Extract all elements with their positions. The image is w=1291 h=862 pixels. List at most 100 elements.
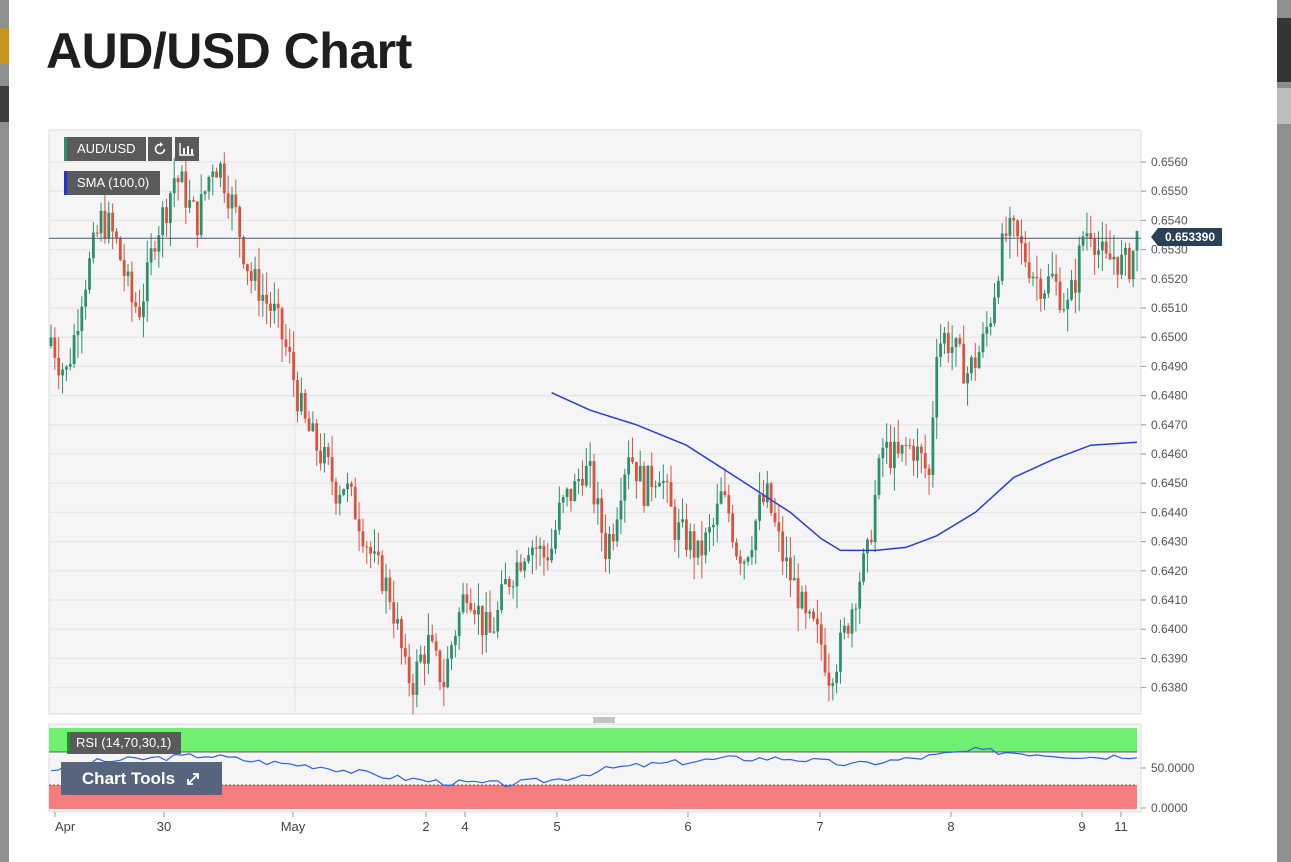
candle-body (1073, 280, 1077, 293)
candle-body (762, 494, 765, 503)
candle-body (650, 465, 654, 487)
price-plot-area[interactable] (48, 129, 1142, 715)
candle-body (588, 461, 592, 466)
candle-body (1043, 293, 1046, 299)
candle-body (53, 337, 57, 358)
time-tick-label: 9 (1078, 819, 1085, 834)
candle-body (519, 562, 523, 571)
candle-body (91, 232, 95, 259)
candle-body (565, 488, 569, 498)
candle-body (627, 457, 631, 475)
candle-body (311, 423, 315, 432)
candle-body (184, 171, 188, 208)
candle-body (973, 357, 977, 368)
candle-body (1077, 245, 1081, 293)
candle-body (842, 625, 846, 633)
candle-body (946, 332, 950, 354)
candle-body (465, 594, 469, 603)
candle-body (230, 194, 234, 209)
candle-body (765, 483, 769, 503)
candle-body (203, 191, 207, 195)
candle-body (1016, 220, 1020, 237)
right-backdrop-tab (1277, 18, 1291, 82)
candle-body (827, 672, 831, 686)
time-tick-label: 5 (553, 819, 560, 834)
candle-body (149, 248, 153, 263)
price-tick-label: 0.6460 (1151, 447, 1188, 461)
price-chart[interactable]: 0.6560 0.6550 0.6540 0.6530 0.6520 0.6510 0.65… (9, 0, 1277, 862)
candle-body (943, 332, 946, 344)
candle-body (769, 483, 773, 513)
candle-body (76, 331, 80, 336)
candle-body (427, 634, 430, 664)
candle-body (307, 418, 311, 432)
candle-body (330, 457, 334, 482)
candle-body (642, 465, 646, 506)
price-tick-label: 0.6530 (1151, 243, 1188, 257)
candle-body (854, 608, 858, 610)
price-axis: 0.6560 0.6550 0.6540 0.6530 0.6520 0.6510 0.65… (1141, 155, 1188, 695)
candle-body (989, 323, 993, 327)
candle-body (704, 532, 708, 556)
candle-body (904, 445, 908, 447)
candle-body (1027, 262, 1031, 279)
candle-body (950, 347, 954, 354)
candle-body (400, 619, 403, 649)
candle-body (457, 612, 461, 636)
bar-chart-button[interactable] (175, 137, 199, 161)
sma-label[interactable]: SMA (100,0) (64, 171, 160, 195)
chart-tools-button[interactable]: Chart Tools (61, 762, 222, 795)
rsi-axis: 50.0000 0.0000 (1141, 761, 1195, 815)
candle-body (1135, 231, 1139, 251)
candle-body (858, 581, 862, 609)
candle-body (873, 495, 877, 543)
candle-body (299, 393, 303, 412)
candle-body (1104, 241, 1108, 254)
chart-tools-label: Chart Tools (81, 768, 176, 788)
price-tick-label: 0.6510 (1151, 301, 1188, 315)
price-tick-label: 0.6550 (1151, 184, 1188, 198)
rsi-line (50, 746, 1138, 788)
price-tick-label: 0.6430 (1151, 535, 1188, 549)
candle-body (315, 423, 319, 451)
candle-body (711, 524, 715, 528)
expand-icon (187, 772, 199, 785)
candle-body (789, 557, 792, 581)
candle-body (654, 486, 658, 488)
candle-body (1039, 278, 1043, 299)
candle-body (538, 545, 542, 549)
refresh-button[interactable] (148, 137, 172, 161)
candle-body (615, 519, 619, 542)
candle-body (1097, 250, 1100, 255)
candle-body (527, 555, 530, 562)
candle-body (145, 262, 149, 302)
candle-body (61, 369, 64, 376)
candle-body (727, 495, 731, 514)
candle-body (619, 500, 623, 520)
candles-layer (49, 152, 1139, 715)
candle-body (142, 301, 145, 318)
price-tick-label: 0.6470 (1151, 418, 1188, 432)
candle-body (411, 683, 415, 695)
price-tick-label: 0.6380 (1151, 681, 1188, 695)
pane-resize-handle[interactable] (593, 716, 615, 724)
candle-body (284, 339, 288, 347)
candle-body (249, 271, 253, 281)
candle-body (1004, 233, 1008, 236)
candle-body (215, 171, 218, 178)
candle-body (773, 512, 777, 523)
candle-body (754, 520, 758, 550)
candle-body (1093, 238, 1097, 255)
candle-body (1031, 276, 1035, 279)
candle-body (238, 206, 242, 238)
rsi-label[interactable]: RSI (14,70,30,1) (67, 732, 181, 754)
candle-body (1058, 281, 1062, 310)
candle-body (700, 540, 704, 556)
candle-body (99, 210, 103, 234)
candle-body (450, 645, 453, 659)
pair-label[interactable]: AUD/USD (64, 137, 146, 161)
candle-body (916, 446, 919, 461)
candle-body (604, 532, 607, 560)
candle-body (885, 441, 889, 448)
candle-body (862, 553, 865, 582)
